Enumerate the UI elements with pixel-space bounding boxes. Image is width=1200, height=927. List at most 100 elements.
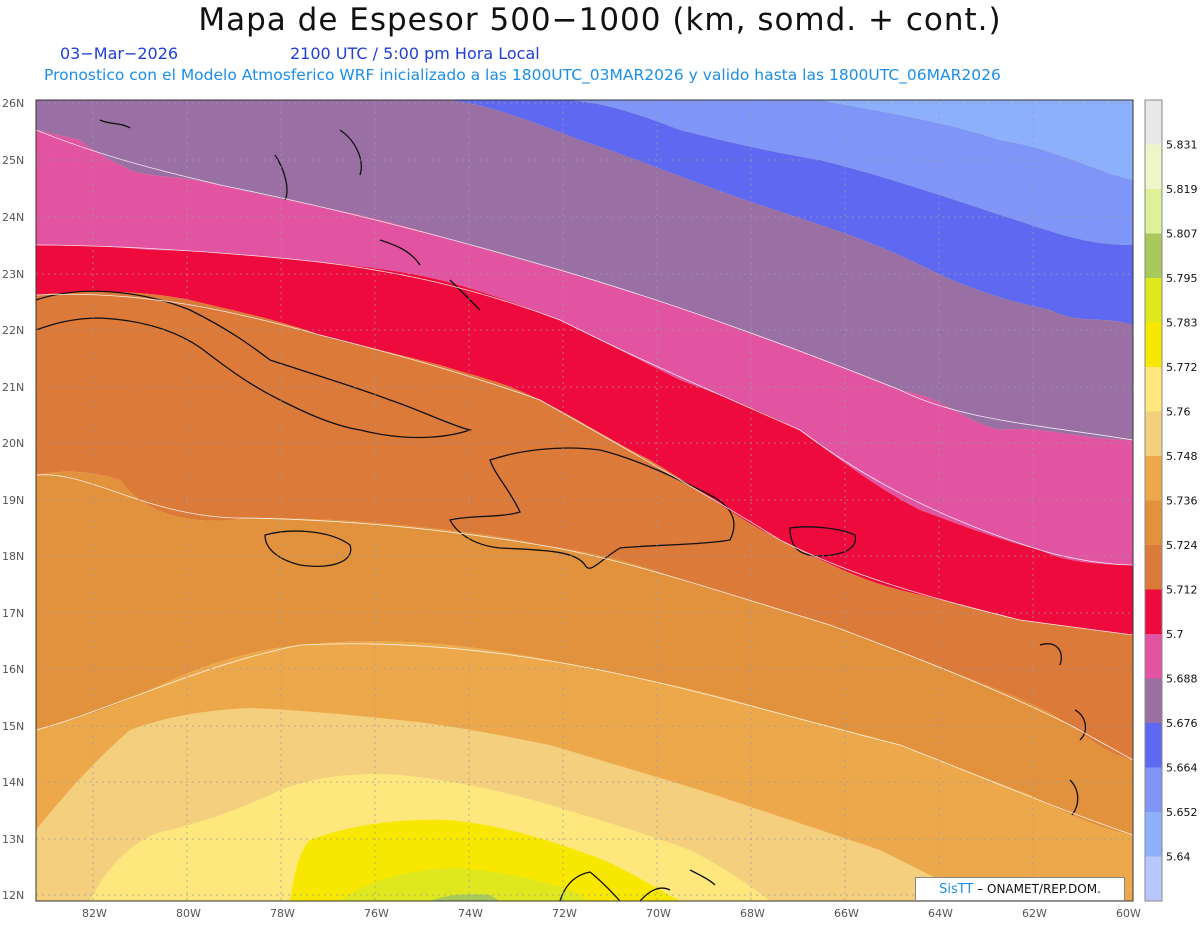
band-5676 bbox=[36, 100, 1133, 325]
lon-label: 66W bbox=[834, 907, 859, 920]
lon-label: 70W bbox=[646, 907, 671, 920]
lat-label: 21N bbox=[2, 381, 24, 394]
bahamas-4 bbox=[449, 279, 481, 311]
lat-label: 18N bbox=[2, 550, 24, 563]
colorbar-label: 5.795 bbox=[1166, 272, 1198, 285]
colorbar-swatch bbox=[1145, 500, 1162, 546]
lat-label: 14N bbox=[2, 776, 24, 789]
aruba-curacao bbox=[689, 869, 716, 886]
colorbar-swatch bbox=[1145, 589, 1162, 635]
lat-label: 20N bbox=[2, 437, 24, 450]
lesser-antilles-2 bbox=[1074, 709, 1087, 741]
lesser-antilles-3 bbox=[1069, 779, 1079, 816]
contour-lines bbox=[36, 129, 1133, 836]
lat-label: 15N bbox=[2, 720, 24, 733]
colorbar-label: 5.736 bbox=[1166, 495, 1198, 508]
lat-label: 24N bbox=[2, 211, 24, 224]
colorbar-swatch bbox=[1145, 545, 1162, 590]
colorbar-label: 5.652 bbox=[1166, 806, 1198, 819]
colorbar-swatch bbox=[1145, 322, 1162, 368]
credit-box: SisTT – ONAMET/REP.DOM. bbox=[915, 877, 1125, 901]
colorbar-swatch bbox=[1145, 678, 1162, 724]
gridlines bbox=[36, 100, 1133, 901]
lat-label: 26N bbox=[2, 97, 24, 110]
lat-labels: 26N 25N 24N 23N 22N 21N 20N 19N 18N 17N … bbox=[2, 97, 24, 902]
colorbar-label: 5.783 bbox=[1166, 317, 1198, 330]
venezuela-coast bbox=[639, 887, 671, 901]
map-title: Mapa de Espesor 500−1000 (km, somd. + co… bbox=[198, 2, 1002, 38]
band-5724 bbox=[36, 291, 1133, 760]
colorbar-swatch bbox=[1145, 189, 1162, 234]
bahamas-3 bbox=[379, 239, 421, 266]
lon-labels: 82W 80W 78W 76W 74W 72W 70W 68W 66W 64W … bbox=[82, 907, 1141, 920]
colorbar-label: 5.724 bbox=[1166, 539, 1198, 552]
florida-keys bbox=[99, 119, 131, 129]
colorbar-swatch bbox=[1145, 411, 1162, 457]
band-5652 bbox=[36, 100, 1133, 180]
colorbar-label: 5.772 bbox=[1166, 361, 1198, 374]
band-5712 bbox=[36, 245, 1133, 635]
band-5807 bbox=[430, 894, 500, 901]
band-5700 bbox=[36, 130, 1133, 565]
coastlines bbox=[36, 119, 1087, 901]
colorbar-label: 5.76 bbox=[1166, 406, 1191, 419]
colorbar-label: 5.64 bbox=[1166, 851, 1191, 864]
lat-label: 17N bbox=[2, 607, 24, 620]
lon-label: 80W bbox=[176, 907, 201, 920]
map-plot-area bbox=[36, 100, 1133, 901]
colorbar-swatch bbox=[1145, 767, 1162, 813]
lat-label: 16N bbox=[2, 663, 24, 676]
credit-text: – ONAMET/REP.DOM. bbox=[973, 882, 1101, 896]
lon-label: 68W bbox=[740, 907, 765, 920]
colorbar-label: 5.664 bbox=[1166, 762, 1198, 775]
map-frame bbox=[35, 99, 1134, 902]
lon-label: 82W bbox=[82, 907, 107, 920]
forecast-date: 03−Mar−2026 bbox=[60, 44, 179, 63]
colorbar-label: 5.7 bbox=[1166, 628, 1184, 641]
forecast-description: Pronostico con el Modelo Atmosferico WRF… bbox=[44, 66, 1001, 84]
hispaniola-coast bbox=[449, 447, 735, 569]
lat-label: 12N bbox=[2, 889, 24, 902]
colorbar-label: 5.748 bbox=[1166, 450, 1198, 463]
colorbar-swatch bbox=[1145, 144, 1162, 190]
lat-label: 13N bbox=[2, 833, 24, 846]
colorbar-label: 5.819 bbox=[1166, 183, 1198, 196]
band-5664 bbox=[36, 100, 1133, 245]
band-5736 bbox=[36, 471, 1133, 835]
colorbar-swatch bbox=[1145, 456, 1162, 501]
colorbar-swatch bbox=[1145, 856, 1162, 902]
lat-label: 22N bbox=[2, 324, 24, 337]
colorbar-swatch bbox=[1145, 367, 1162, 412]
lon-label: 72W bbox=[552, 907, 577, 920]
lon-label: 62W bbox=[1022, 907, 1047, 920]
colorbar-label: 5.712 bbox=[1166, 584, 1198, 597]
colorbar-label: 5.807 bbox=[1166, 228, 1198, 241]
lon-label: 78W bbox=[270, 907, 295, 920]
lon-label: 60W bbox=[1116, 907, 1141, 920]
lon-label: 74W bbox=[458, 907, 483, 920]
colorbar-label: 5.676 bbox=[1166, 717, 1198, 730]
band-5795 bbox=[340, 868, 590, 901]
lat-label: 25N bbox=[2, 154, 24, 167]
sistt-logo: SisTT bbox=[939, 882, 974, 897]
bahamas-2 bbox=[339, 129, 362, 176]
lat-label: 19N bbox=[2, 494, 24, 507]
colorbar-swatch bbox=[1145, 723, 1162, 768]
colorbar-swatch bbox=[1145, 278, 1162, 323]
colorbar-swatch bbox=[1145, 634, 1162, 679]
colorbar-label: 5.688 bbox=[1166, 673, 1198, 686]
forecast-time: 2100 UTC / 5:00 pm Hora Local bbox=[290, 44, 540, 63]
south-america-coast bbox=[559, 871, 621, 901]
colorbar-label: 5.831 bbox=[1166, 139, 1198, 152]
lesser-antilles-1 bbox=[1039, 643, 1062, 666]
colorbar-frame bbox=[1144, 99, 1163, 902]
colorbar: 5.831 5.819 5.807 5.795 5.783 5.772 5.76 5.748 5… bbox=[1144, 99, 1198, 902]
puerto-rico-coast bbox=[789, 526, 857, 557]
colorbar-swatch bbox=[1145, 100, 1162, 145]
bahamas-1 bbox=[274, 154, 288, 201]
colorbar-swatch bbox=[1145, 233, 1162, 279]
cuba-coast bbox=[36, 290, 473, 439]
lon-label: 64W bbox=[928, 907, 953, 920]
lon-label: 76W bbox=[364, 907, 389, 920]
